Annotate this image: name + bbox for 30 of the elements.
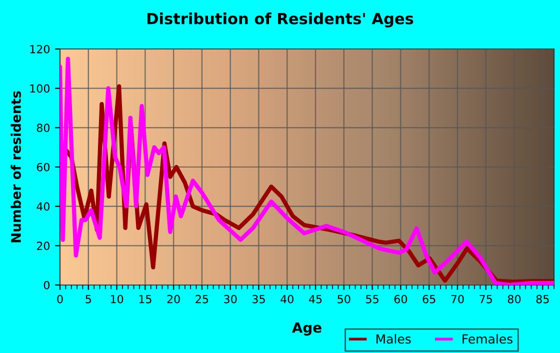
x-axis-title: Age xyxy=(292,322,322,336)
x-tick-label: 30 xyxy=(224,294,237,304)
legend-label: Females xyxy=(462,334,512,344)
legend-label: Males xyxy=(376,334,411,344)
x-tick-label: 45 xyxy=(308,295,322,304)
x-tick-label: 50 xyxy=(338,294,350,304)
x-tick-label: 15 xyxy=(139,295,152,304)
x-tick-label: 25 xyxy=(196,294,208,304)
y-tick-label: 80 xyxy=(36,124,50,132)
y-tick-label: 60 xyxy=(36,162,50,172)
x-tick-label: 40 xyxy=(280,294,294,304)
x-tick-label: 20 xyxy=(167,294,180,304)
x-tick-label: 75 xyxy=(480,295,492,304)
x-tick-label: 85 xyxy=(536,294,549,304)
y-tick-label: 40 xyxy=(36,202,50,211)
x-tick-label: 70 xyxy=(451,294,464,304)
x-tick-label: 0 xyxy=(57,294,63,304)
y-tick-label: 20 xyxy=(36,242,50,250)
x-tick-label: 35 xyxy=(252,294,265,304)
x-tick-label: 55 xyxy=(366,295,378,304)
x-tick-label: 5 xyxy=(86,295,91,304)
y-axis-title: Number of residents xyxy=(10,91,21,242)
y-tick-label: 0 xyxy=(44,280,50,290)
y-tick-label: 100 xyxy=(30,84,50,93)
x-tick-label: 80 xyxy=(508,294,521,304)
x-tick-label: 65 xyxy=(422,294,436,304)
x-tick-label: 60 xyxy=(394,294,408,304)
y-tick-label: 120 xyxy=(30,44,50,54)
x-tick-label: 10 xyxy=(110,294,124,304)
chart-title: Distribution of Residents' Ages xyxy=(147,12,414,28)
